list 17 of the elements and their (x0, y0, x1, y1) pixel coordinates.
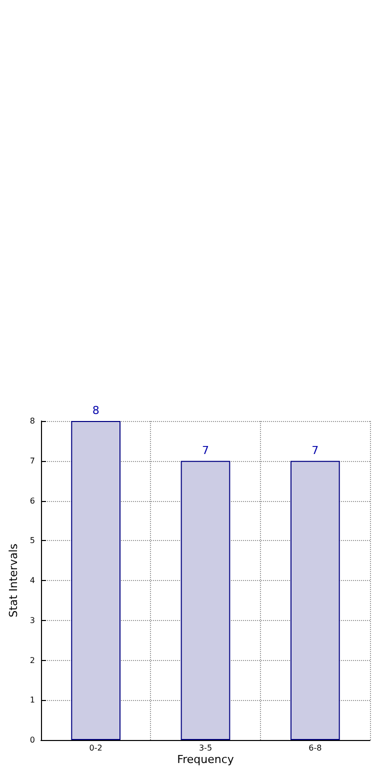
y-axis-title: Stat Intervals (7, 543, 20, 618)
y-tick-label: 5 (30, 536, 35, 546)
y-tick-label: 7 (30, 456, 35, 466)
data-label: 7 (202, 444, 209, 457)
y-tick-label: 4 (30, 576, 35, 585)
y-tick-label: 6 (30, 496, 35, 506)
y-tick-label: 3 (30, 616, 35, 625)
y-tick-label: 2 (30, 656, 35, 665)
data-label: 8 (92, 404, 100, 417)
y-tick-label: 0 (30, 736, 35, 744)
y-tick-label: 8 (30, 416, 35, 426)
x-tick-label: 6-8 (308, 744, 322, 752)
x-tick-label: 3-5 (198, 744, 212, 752)
x-tick-label: 0-2 (89, 744, 102, 752)
x-axis-title: Frequency (177, 753, 234, 766)
data-label: 7 (312, 444, 319, 457)
y-tick-label: 1 (30, 696, 35, 705)
